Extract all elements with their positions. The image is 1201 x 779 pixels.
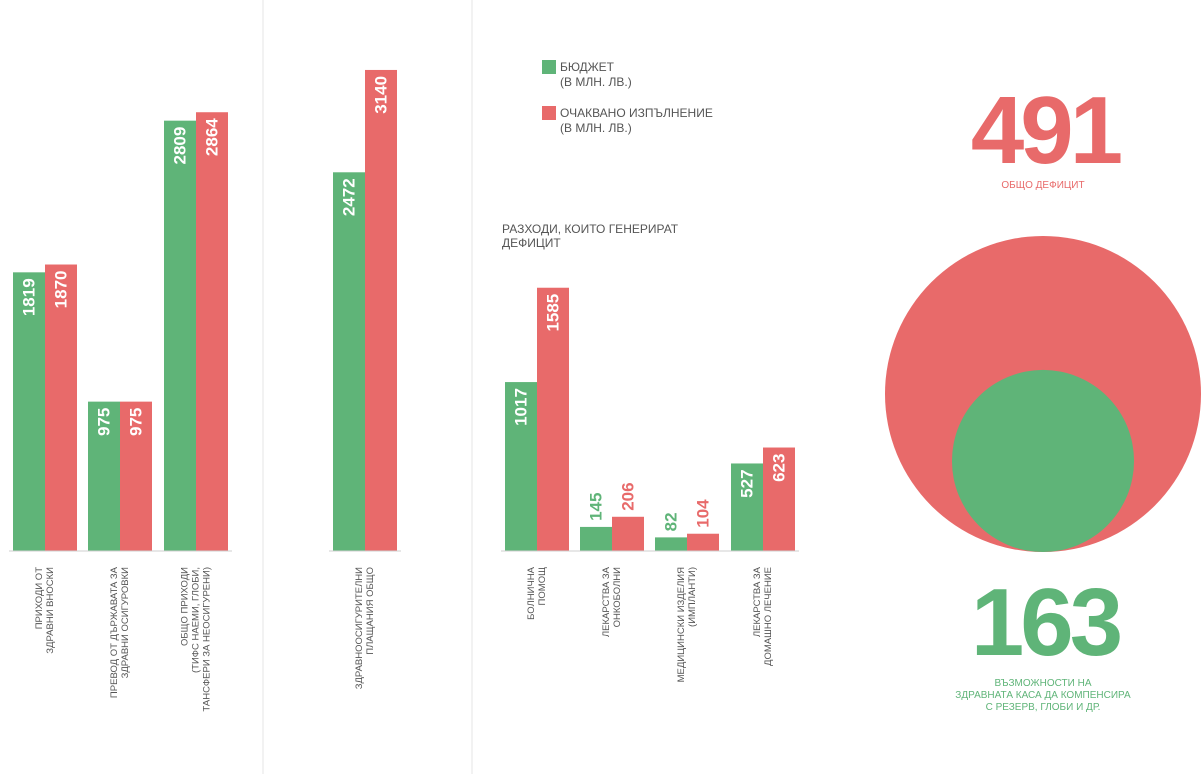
data-label: 623 bbox=[770, 454, 789, 482]
data-label: 1870 bbox=[52, 271, 71, 309]
category-label: ДОМАШНО ЛЕЧЕНИЕ bbox=[763, 567, 774, 666]
legend-swatch-expected bbox=[542, 106, 556, 120]
category-label: МЕДИЦИНСКИ ИЗДЕЛИЯ bbox=[676, 567, 687, 682]
data-label: 975 bbox=[95, 408, 114, 436]
data-label: 1585 bbox=[544, 294, 563, 332]
bar-panel-income: 1819 1870 ПРИХОДИ ОТ ЗДРАВНИ ВНОСКИ 975 975 ПР… bbox=[9, 112, 232, 712]
expected-bar bbox=[45, 264, 77, 551]
legend-expected-label: ОЧАКВАНО ИЗПЪЛНЕНИЕ bbox=[560, 106, 713, 120]
legend-swatch-budget bbox=[542, 60, 556, 74]
category-label: ЗДРАВНИ ОСИГУРОВКИ bbox=[120, 567, 131, 679]
category-label: ОБЩО ПРИХОДИ bbox=[180, 567, 191, 646]
legend-expected-unit: (В МЛН. ЛВ.) bbox=[560, 121, 632, 135]
data-label: 975 bbox=[127, 408, 146, 436]
category-label: ЗДРАВНООСИГУРИТЕЛНИ bbox=[354, 567, 365, 689]
category-label: ОНКОБОЛНИ bbox=[612, 567, 623, 628]
category-label: (ИМПЛАНТИ) bbox=[687, 567, 698, 627]
expected-bar bbox=[196, 112, 228, 551]
data-label: 206 bbox=[619, 482, 638, 510]
expected-bar bbox=[687, 533, 719, 551]
category-label: (ТИФС НАЕМИ, ГЛОБИ, bbox=[191, 567, 202, 673]
budget-bar bbox=[164, 120, 196, 552]
category-label: ТАНСФЕРИ ЗА НЕОСИГУРЕНИ) bbox=[202, 567, 213, 712]
category-label: ПРЕВОД ОТ ДЪРЖАВАТА ЗА bbox=[109, 566, 120, 698]
category-label: БОЛНИЧНА bbox=[526, 566, 537, 620]
legend: БЮДЖЕТ(В МЛН. ЛВ.)ОЧАКВАНО ИЗПЪЛНЕНИЕ(В … bbox=[542, 60, 713, 135]
legend-budget-label: БЮДЖЕТ bbox=[560, 60, 615, 74]
category-label: ЛЕКАРСТВА ЗА bbox=[752, 566, 763, 637]
data-label: 145 bbox=[587, 493, 606, 521]
deficit-value: 491 bbox=[971, 77, 1121, 184]
data-label: 2864 bbox=[203, 118, 222, 156]
budget-bar bbox=[505, 382, 537, 551]
budget-bar bbox=[88, 401, 120, 551]
compensation-circle bbox=[951, 369, 1135, 552]
data-label: 1819 bbox=[20, 278, 39, 316]
data-label: 104 bbox=[694, 499, 713, 528]
data-label: 2472 bbox=[340, 178, 359, 216]
expected-bar bbox=[763, 447, 795, 551]
compensation-value: 163 bbox=[971, 569, 1120, 676]
chart-title: РАЗХОДИ, КОИТО ГЕНЕРИРАТ bbox=[502, 222, 679, 236]
expected-bar bbox=[537, 287, 569, 551]
compensation-label: ЗДРАВНАТА КАСА ДА КОМПЕНСИРА bbox=[955, 690, 1131, 701]
compensation-label: С РЕЗЕРВ, ГЛОБИ И ДР. bbox=[986, 702, 1101, 713]
category-label: ПОМОЩ bbox=[537, 567, 548, 606]
budget-bar bbox=[13, 272, 45, 551]
budget-bar bbox=[655, 537, 687, 551]
budget-bar bbox=[731, 463, 763, 551]
data-label: 1017 bbox=[512, 388, 531, 426]
category-label: ПРИХОДИ ОТ bbox=[34, 567, 45, 629]
category-label: ПЛАЩАНИЯ ОБЩО bbox=[365, 567, 376, 655]
data-label: 2809 bbox=[171, 127, 190, 165]
data-label: 82 bbox=[662, 512, 681, 531]
data-label: 527 bbox=[738, 469, 757, 497]
expected-bar bbox=[612, 516, 644, 551]
budget-bar bbox=[580, 526, 612, 551]
category-label: ЛЕКАРСТВА ЗА bbox=[601, 566, 612, 637]
expected-bar bbox=[365, 69, 397, 552]
category-label: ЗДРАВНИ ВНОСКИ bbox=[45, 567, 56, 654]
data-label: 3140 bbox=[372, 76, 391, 114]
legend-budget-unit: (В МЛН. ЛВ.) bbox=[560, 75, 632, 89]
bar-panel-payments: 2472 3140 ЗДРАВНООСИГУРИТЕЛНИ ПЛАЩАНИЯ ОБЩО bbox=[329, 69, 401, 689]
deficit-label: ОБЩО ДЕФИЦИТ bbox=[1001, 180, 1084, 191]
chart-title: ДЕФИЦИТ bbox=[502, 236, 561, 250]
compensation-label: ВЪЗМОЖНОСТИ НА bbox=[994, 678, 1091, 689]
expected-bar bbox=[120, 401, 152, 551]
budget-bar bbox=[333, 172, 365, 551]
